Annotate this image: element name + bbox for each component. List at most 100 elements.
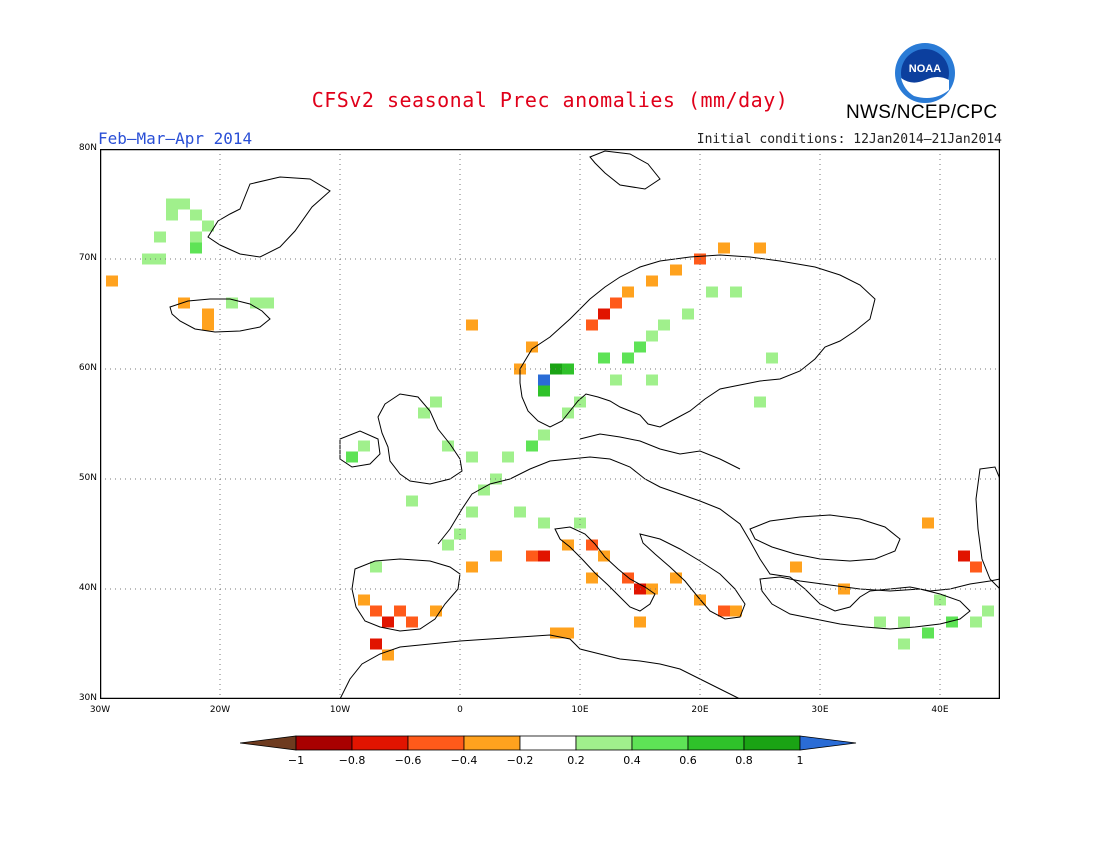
anomaly-cell xyxy=(898,616,910,628)
anomaly-cell xyxy=(562,627,574,639)
anomaly-cell xyxy=(586,319,598,331)
svalbard-coast xyxy=(589,150,661,190)
anomaly-cell xyxy=(178,198,190,210)
anomaly-cell xyxy=(370,561,382,573)
greenland-coast xyxy=(207,176,331,258)
legend-bin xyxy=(407,735,465,751)
anomaly-cell xyxy=(970,616,982,628)
anomaly-cell xyxy=(442,440,454,452)
legend-tick-label: 0.6 xyxy=(679,754,697,767)
legend-tick-label: 1 xyxy=(797,754,804,767)
legend-bin xyxy=(799,735,857,751)
legend-tick-label: 0.8 xyxy=(735,754,753,767)
anomaly-cell xyxy=(202,319,214,331)
anomaly-cell xyxy=(754,242,766,254)
anomaly-cell xyxy=(478,484,490,496)
europe-coast xyxy=(437,456,1000,612)
scandinavia-coast xyxy=(519,254,876,428)
anomaly-cell xyxy=(490,550,502,562)
anomaly-cell xyxy=(250,297,262,309)
anomaly-cell xyxy=(538,374,550,386)
anomaly-cell xyxy=(394,605,406,617)
anomaly-cell xyxy=(958,550,970,562)
anomaly-cell xyxy=(358,594,370,606)
anomaly-cell xyxy=(406,495,418,507)
turkey-coast xyxy=(759,576,971,630)
anomaly-cell xyxy=(466,319,478,331)
latitude-tick-label: 30N xyxy=(78,693,97,703)
longitude-tick-label: 0 xyxy=(457,705,463,715)
anomaly-cell xyxy=(430,396,442,408)
anomaly-cell xyxy=(790,561,802,573)
anomaly-cell xyxy=(646,374,658,386)
longitude-tick-label: 40E xyxy=(931,705,949,715)
anomaly-cell xyxy=(622,572,634,584)
anomaly-cell xyxy=(706,286,718,298)
latitude-tick-label: 70N xyxy=(78,253,97,263)
anomaly-cell xyxy=(538,429,550,441)
anomaly-map xyxy=(100,149,1000,699)
noaa-logo-icon: NOAA xyxy=(895,43,955,103)
anomaly-cell xyxy=(922,517,934,529)
anomaly-cell xyxy=(190,242,202,254)
anomaly-cell xyxy=(166,209,178,221)
anomaly-cell xyxy=(466,506,478,518)
anomaly-cell xyxy=(634,341,646,353)
anomaly-cell xyxy=(358,440,370,452)
legend-bin xyxy=(687,735,745,751)
agency-label: NWS/NCEP/CPC xyxy=(846,102,998,123)
anomaly-cell xyxy=(262,297,274,309)
anomaly-cell xyxy=(730,286,742,298)
initial-conditions-label: Initial conditions: 12Jan2014–21Jan2014 xyxy=(696,132,1002,147)
anomaly-cell xyxy=(202,308,214,320)
legend-tick-label: −0.6 xyxy=(395,754,422,767)
anomaly-cell xyxy=(550,627,562,639)
anomaly-cell xyxy=(922,627,934,639)
iberia-coast xyxy=(351,558,461,632)
anomaly-cell xyxy=(898,638,910,650)
anomaly-cell xyxy=(418,407,430,419)
anomaly-cell xyxy=(598,352,610,364)
anomaly-cell xyxy=(466,561,478,573)
legend-bin xyxy=(575,735,633,751)
map-frame xyxy=(100,149,1000,699)
anomaly-cell xyxy=(646,583,658,595)
longitude-tick-label: 30W xyxy=(89,705,111,715)
legend-bin xyxy=(351,735,409,751)
anomaly-cell xyxy=(370,638,382,650)
legend-bin xyxy=(463,735,521,751)
latitude-tick-label: 40N xyxy=(78,583,97,593)
caspian-coast xyxy=(975,466,1000,590)
legend-bin xyxy=(240,735,297,751)
anomaly-cell xyxy=(586,572,598,584)
legend-tick-label: 0.2 xyxy=(567,754,585,767)
legend-bin xyxy=(743,735,801,751)
italy-coast xyxy=(554,526,656,612)
anomaly-cell xyxy=(658,319,670,331)
anomaly-cell xyxy=(670,264,682,276)
anomaly-cell xyxy=(226,297,238,309)
anomaly-cell xyxy=(946,616,958,628)
legend-bin xyxy=(519,735,577,751)
latitude-tick-label: 60N xyxy=(78,363,97,373)
anomaly-cell xyxy=(370,605,382,617)
anomaly-cell xyxy=(670,572,682,584)
anomaly-cell xyxy=(634,616,646,628)
color-legend: −1 −0.8 −0.6 −0.4 −0.2 0.2 0.4 0.6 0.8 1 xyxy=(240,735,857,767)
latitude-tick-label: 50N xyxy=(78,473,97,483)
anomaly-cell xyxy=(718,242,730,254)
baltic-coast xyxy=(579,433,741,470)
anomaly-cell xyxy=(874,616,886,628)
legend-bin xyxy=(295,735,353,751)
anomaly-cell xyxy=(526,440,538,452)
anomaly-cell xyxy=(442,539,454,551)
anomaly-cells xyxy=(106,198,994,661)
anomaly-cell xyxy=(382,649,394,661)
anomaly-cell xyxy=(514,506,526,518)
anomaly-cell xyxy=(406,616,418,628)
anomaly-cell xyxy=(466,451,478,463)
anomaly-cell xyxy=(982,605,994,617)
longitude-tick-label: 10E xyxy=(571,705,589,715)
anomaly-cell xyxy=(610,297,622,309)
legend-bin xyxy=(631,735,689,751)
